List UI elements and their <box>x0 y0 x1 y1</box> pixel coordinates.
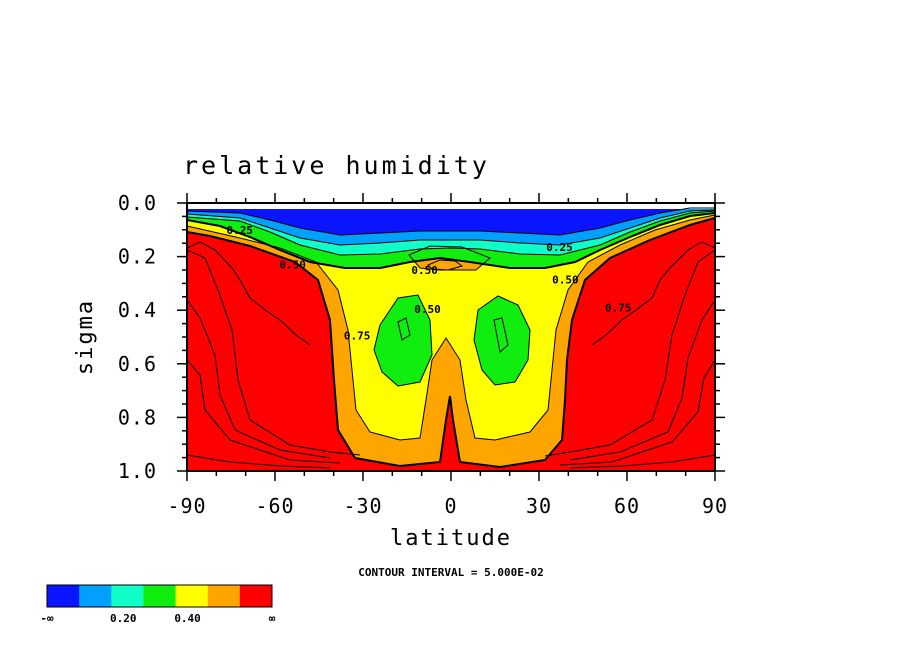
tick-marks <box>177 193 725 481</box>
colorbar-swatch <box>79 585 112 607</box>
colorbar-swatch <box>207 585 241 607</box>
colorbar <box>46 584 273 608</box>
y-axis-label: sigma <box>73 299 98 375</box>
colorbar-label: 0.40 <box>174 612 201 625</box>
colorbar-swatch <box>239 585 273 607</box>
fill-top-white <box>187 203 715 209</box>
colorbar-frame <box>46 584 273 608</box>
y-tick-label: 0.2 <box>118 245 157 269</box>
contour-label: 0.50 <box>279 259 306 272</box>
x-tick-label: 30 <box>526 494 552 518</box>
contour-label: 0.50 <box>411 264 438 277</box>
y-tick-label: 0.4 <box>118 298 157 322</box>
contour-labels: 0.25 0.25 0.50 0.50 0.50 0.50 0.75 0.75 <box>227 224 632 343</box>
fill-level-blue <box>187 203 715 235</box>
x-axis-label: latitude <box>390 526 512 551</box>
colorbar-swatch <box>175 585 209 607</box>
contour-lines <box>187 207 715 469</box>
contour-label: 0.50 <box>414 303 441 316</box>
contour-label: 0.25 <box>546 241 573 254</box>
contour-field <box>187 203 715 471</box>
x-tick-label: 60 <box>614 494 640 518</box>
contour-label: 0.75 <box>605 302 632 315</box>
contour-interval-note: CONTOUR INTERVAL = 5.000E-02 <box>358 566 543 579</box>
y-tick-label: 1.0 <box>118 459 157 483</box>
colorbar-label: 0.20 <box>110 612 137 625</box>
colorbar-label: -∞ <box>40 612 54 625</box>
colorbar-label: ∞ <box>269 612 276 625</box>
y-tick-label: 0.6 <box>118 352 157 376</box>
x-tick-label: -60 <box>255 494 294 518</box>
x-tick-label: 0 <box>444 494 457 518</box>
colorbar-swatch <box>143 585 177 607</box>
colorbar-swatch <box>47 585 80 607</box>
chart-title: relative humidity <box>183 151 490 180</box>
x-tick-label: 90 <box>702 494 728 518</box>
y-tick-label: 0.8 <box>118 405 157 429</box>
contour-label: 0.50 <box>552 273 579 286</box>
contour-label: 0.75 <box>344 330 371 343</box>
fill-blob-west <box>374 295 432 386</box>
x-tick-label: -30 <box>343 494 382 518</box>
fill-blob-east <box>474 296 530 385</box>
x-tick-label: -90 <box>167 494 206 518</box>
contour-label: 0.25 <box>227 224 254 237</box>
colorbar-swatch <box>111 585 144 607</box>
y-tick-label: 0.0 <box>118 191 157 215</box>
